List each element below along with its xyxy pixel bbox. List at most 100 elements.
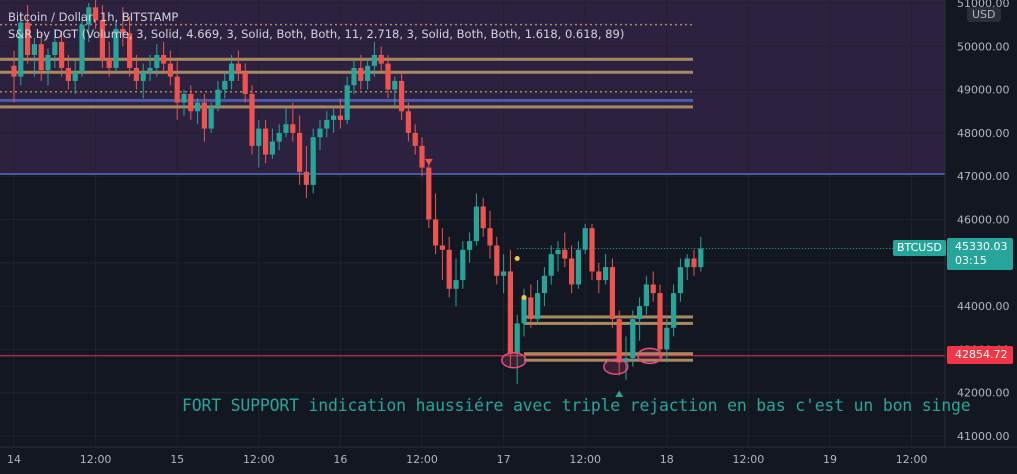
resistance-level bbox=[0, 57, 693, 61]
resistance-zone bbox=[0, 0, 945, 175]
candle-body bbox=[514, 323, 520, 354]
candle-body bbox=[140, 72, 146, 81]
price-axis-bg bbox=[945, 0, 1017, 474]
candle-body bbox=[133, 67, 139, 81]
candle-body bbox=[392, 80, 398, 90]
candle-body bbox=[127, 33, 133, 68]
last-price-tag: 45330.03 03:15 bbox=[947, 238, 1013, 270]
buy-signal-marker bbox=[615, 390, 624, 398]
candle-body bbox=[637, 306, 643, 320]
time-tick-label: 19 bbox=[823, 453, 837, 466]
support-level bbox=[524, 352, 693, 356]
candle-body bbox=[446, 249, 452, 289]
candle-body bbox=[215, 89, 221, 107]
time-axis[interactable]: 14 12:00 15 12:00 16 12:00 17 12:00 18 12:00 19 12:… bbox=[0, 446, 1017, 474]
volume-spike-marker bbox=[514, 255, 520, 261]
candle-body bbox=[18, 22, 24, 77]
candle-body bbox=[419, 145, 425, 168]
bar-countdown: 03:15 bbox=[955, 254, 987, 267]
price-tick-label: 47000.00 bbox=[957, 170, 1010, 183]
candle-body bbox=[93, 7, 99, 21]
time-tick-label: 12:00 bbox=[569, 453, 601, 466]
candle-body bbox=[52, 41, 58, 55]
candle-body bbox=[324, 119, 330, 129]
candle-body bbox=[181, 93, 187, 103]
candle-body bbox=[72, 72, 78, 81]
candle-body bbox=[399, 80, 405, 112]
candle-body bbox=[188, 93, 194, 112]
candle-body bbox=[548, 254, 554, 276]
time-tick-label: 17 bbox=[497, 453, 511, 466]
candle-body bbox=[222, 80, 228, 90]
candle-body bbox=[358, 67, 364, 81]
indicator-legend[interactable]: S&R by DGT (Volume, 3, Solid, 4.669, 3, … bbox=[8, 27, 625, 41]
candle-body bbox=[528, 297, 534, 320]
candle-body bbox=[603, 267, 609, 281]
candle-body bbox=[664, 327, 670, 350]
candle-body bbox=[501, 271, 507, 276]
candle-body bbox=[507, 271, 513, 354]
candle-body bbox=[365, 65, 371, 81]
candle-body bbox=[426, 167, 432, 220]
time-tick-label: 14 bbox=[7, 453, 21, 466]
candle-body bbox=[616, 319, 622, 363]
time-tick-label: 16 bbox=[333, 453, 347, 466]
rejection-circle bbox=[603, 358, 629, 375]
candle-body bbox=[65, 67, 71, 81]
time-tick-label: 15 bbox=[170, 453, 184, 466]
price-tick-label: 41000.00 bbox=[957, 430, 1010, 443]
time-tick-label: 12:00 bbox=[733, 453, 765, 466]
candle-body bbox=[541, 275, 547, 294]
symbol-legend[interactable]: Bitcoin / Dollar, 1h, BITSTAMP bbox=[8, 10, 179, 24]
candle-body bbox=[331, 115, 337, 120]
candle-body bbox=[643, 284, 649, 307]
candle-body bbox=[657, 293, 663, 350]
time-axis-bg bbox=[0, 447, 1017, 474]
candle-body bbox=[460, 249, 466, 281]
candle-body bbox=[691, 258, 697, 268]
support-level bbox=[524, 315, 693, 319]
price-tick-label: 42000.00 bbox=[957, 387, 1010, 400]
candle-body bbox=[269, 141, 275, 155]
sell-signal-marker bbox=[424, 158, 433, 166]
candle-body bbox=[371, 54, 377, 66]
candle-body bbox=[480, 206, 486, 229]
candle-body bbox=[344, 85, 350, 120]
candle-body bbox=[201, 102, 207, 129]
candle-body bbox=[609, 267, 615, 320]
candle-body bbox=[317, 128, 323, 138]
candle-body bbox=[195, 102, 201, 112]
price-tick-label: 44000.00 bbox=[957, 300, 1010, 313]
candle-body bbox=[677, 267, 683, 294]
candle-body bbox=[120, 28, 126, 34]
time-tick-label: 12:00 bbox=[80, 453, 112, 466]
candle-body bbox=[167, 63, 173, 77]
candle-body bbox=[283, 124, 289, 133]
price-tick-label: 50000.00 bbox=[957, 40, 1010, 53]
price-axis[interactable]: 41000.0042000.0043000.0044000.0045000.00… bbox=[944, 0, 1017, 474]
candle-body bbox=[297, 132, 303, 172]
candles bbox=[11, 0, 704, 385]
signal-markers bbox=[424, 158, 663, 398]
candle-body bbox=[11, 65, 17, 77]
symbol-price-tag: BTCUSD bbox=[893, 240, 946, 256]
candle-body bbox=[208, 106, 214, 129]
candle-body bbox=[453, 280, 459, 289]
candle-body bbox=[412, 132, 418, 146]
candle-body bbox=[174, 76, 180, 103]
candle-body bbox=[473, 206, 479, 242]
rejection-circle bbox=[637, 347, 663, 365]
candle-body bbox=[25, 22, 31, 55]
candle-body bbox=[290, 124, 296, 133]
candle-body bbox=[106, 59, 112, 68]
candle-body bbox=[405, 111, 411, 133]
candle-body bbox=[698, 248, 704, 268]
price-tick-label: 51000.00 bbox=[957, 0, 1010, 10]
candle-body bbox=[154, 54, 160, 68]
currency-badge[interactable]: USD bbox=[967, 7, 1001, 22]
price-tick-label: 49000.00 bbox=[957, 84, 1010, 97]
time-tick-label: 12:00 bbox=[406, 453, 438, 466]
candle-body bbox=[99, 20, 105, 60]
candle-body bbox=[555, 249, 561, 255]
